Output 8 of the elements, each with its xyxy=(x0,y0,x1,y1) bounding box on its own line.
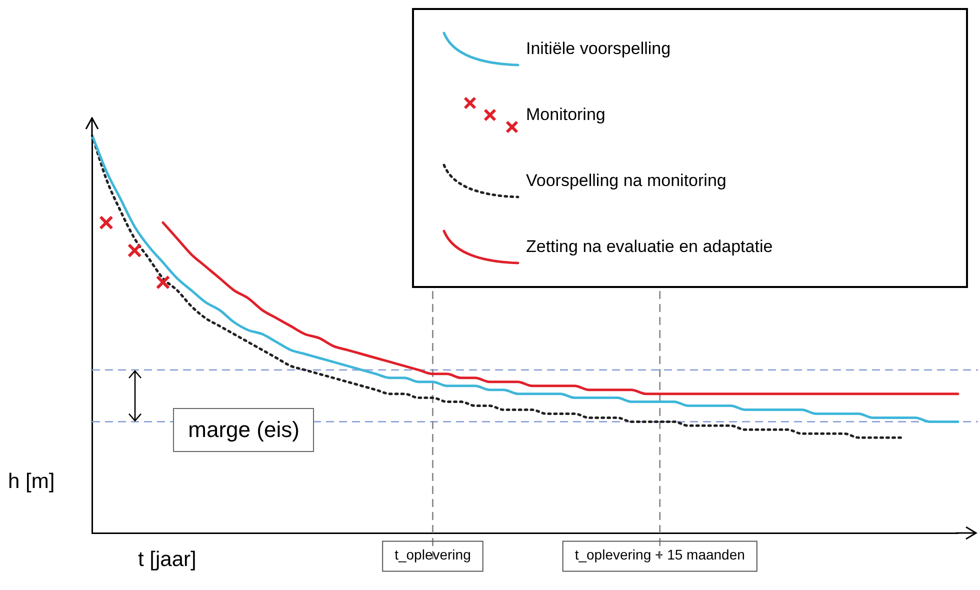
legend-label: Zetting na evaluatie en adaptatie xyxy=(526,237,773,257)
legend-label: Voorspelling na monitoring xyxy=(526,171,726,191)
legend-label: Initiële voorspelling xyxy=(526,39,671,59)
y-axis-title: h [m] xyxy=(8,470,55,494)
x-axis-title: t [jaar] xyxy=(138,548,196,572)
legend-label: Monitoring xyxy=(526,105,606,125)
x-tick-label: t_oplevering xyxy=(394,546,471,562)
annotation: marge (eis) xyxy=(173,408,314,452)
